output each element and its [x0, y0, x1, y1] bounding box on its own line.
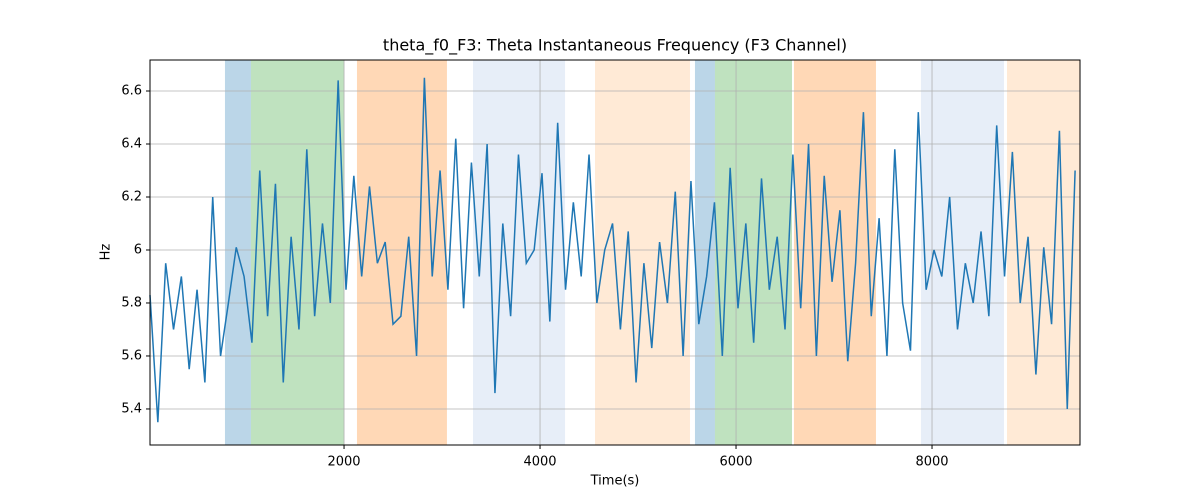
x-tick-label: 2000 [327, 455, 360, 470]
x-tick-label: 6000 [719, 455, 752, 470]
y-axis-label: Hz [99, 244, 114, 261]
y-tick-label: 5.8 [121, 295, 142, 310]
y-tick-label: 6 [134, 242, 142, 257]
x-tick-label: 4000 [523, 455, 556, 470]
y-tick-label: 5.6 [121, 348, 142, 363]
x-axis-label: Time(s) [590, 474, 640, 489]
plot-frame [149, 59, 1081, 446]
y-tick-label: 6.6 [121, 84, 142, 99]
shaded-span [694, 60, 715, 445]
x-tick-label: 8000 [915, 455, 948, 470]
y-tick-label: 6.4 [121, 136, 142, 151]
data-line [149, 77, 1076, 423]
y-tick-label: 6.2 [121, 189, 142, 204]
shaded-span [250, 60, 345, 445]
chart-title: theta_f0_F3: Theta Instantaneous Frequen… [383, 36, 847, 56]
shaded-span [473, 60, 566, 445]
shaded-span [595, 60, 690, 445]
y-tick-label: 5.4 [121, 401, 142, 416]
